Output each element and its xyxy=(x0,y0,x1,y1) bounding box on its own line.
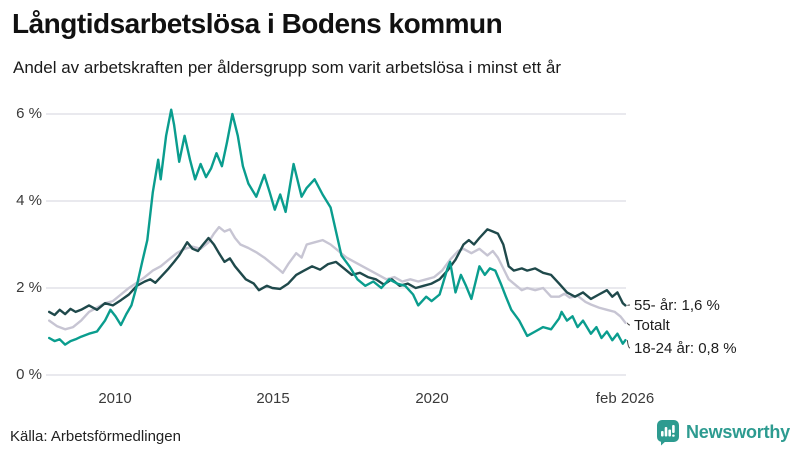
series-line-55-år xyxy=(48,228,627,317)
y-tick-2: 2 % xyxy=(16,279,42,296)
series-line-Totalt xyxy=(48,225,627,331)
y-tick-4: 4 % xyxy=(16,192,42,209)
chart-subtitle: Andel av arbetskraften per åldersgrupp s… xyxy=(13,58,562,77)
series-line-18-24år xyxy=(48,108,627,346)
x-tick-2015: 2015 xyxy=(256,390,290,407)
x-tick-2020: 2020 xyxy=(415,390,449,407)
series-label-18-24: 18-24 år: 0,8 % xyxy=(634,339,737,357)
x-tick-2010: 2010 xyxy=(98,390,132,407)
newsworthy-wordmark: Newsworthy xyxy=(685,422,790,442)
leader-line-2 xyxy=(626,340,631,349)
source-note: Källa: Arbetsförmedlingen xyxy=(10,428,181,445)
newsworthy-bar-chart-icon xyxy=(656,420,679,446)
series-label-55: 55- år: 1,6 % xyxy=(634,296,720,314)
y-tick-0: 0 % xyxy=(16,366,42,383)
series-label-totalt: Totalt xyxy=(634,316,670,334)
leader-line-1 xyxy=(626,322,631,326)
page-title: Långtidsarbetslösa i Bodens kommun xyxy=(12,8,503,39)
x-tick-feb-2026: feb 2026 xyxy=(595,390,655,407)
newsworthy-logo[interactable]: Newsworthy xyxy=(656,419,790,446)
y-tick-6: 6 % xyxy=(16,105,42,122)
